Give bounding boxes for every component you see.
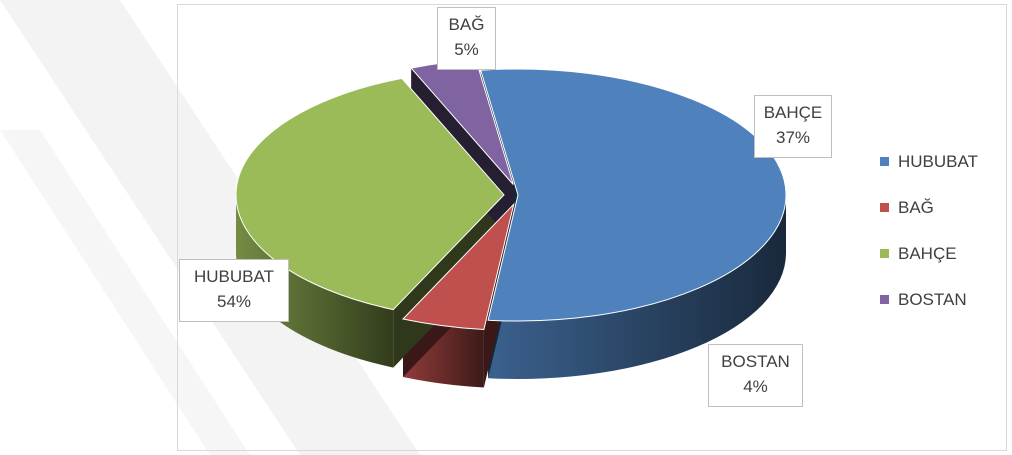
legend-swatch <box>880 295 889 304</box>
data-label-bahce: BAHÇE 37% <box>754 95 832 158</box>
data-label-name: BOSTAN <box>721 352 790 371</box>
legend-item-bag: BAĞ <box>880 193 1005 222</box>
data-label-value: 5% <box>454 40 479 59</box>
legend: HUBUBAT BAĞ BAHÇE BOSTAN <box>880 147 1005 331</box>
pie-slice-bağ <box>402 202 515 330</box>
legend-item-hububat: HUBUBAT <box>880 147 1005 176</box>
pie-slice-side-bahçe <box>236 194 394 368</box>
chart-area <box>177 4 1007 451</box>
data-label-value: 37% <box>775 128 811 147</box>
data-label-value: 4% <box>743 377 768 396</box>
data-label-bostan: BOSTAN 4% <box>708 344 803 407</box>
data-label-value: 54% <box>216 292 252 311</box>
legend-label: BAHÇE <box>898 243 957 263</box>
legend-swatch <box>880 203 889 212</box>
legend-label: BAĞ <box>898 197 934 217</box>
legend-item-bostan: BOSTAN <box>880 285 1005 314</box>
pie-slice-hububat <box>480 68 787 322</box>
data-label-name: BAĞ <box>448 15 485 34</box>
legend-swatch <box>880 157 889 166</box>
legend-swatch <box>880 249 889 258</box>
legend-label: HUBUBAT <box>898 151 978 171</box>
pie-slice-bahçe <box>235 77 505 311</box>
legend-label: BOSTAN <box>898 289 967 309</box>
data-label-hububat: HUBUBAT 54% <box>179 259 289 322</box>
pie-slice-side-hububat <box>488 195 787 379</box>
legend-item-bahce: BAHÇE <box>880 239 1005 268</box>
data-label-name: BAHÇE <box>763 103 823 122</box>
data-label-name: HUBUBAT <box>194 267 274 286</box>
data-label-bag: BAĞ 5% <box>437 7 496 70</box>
